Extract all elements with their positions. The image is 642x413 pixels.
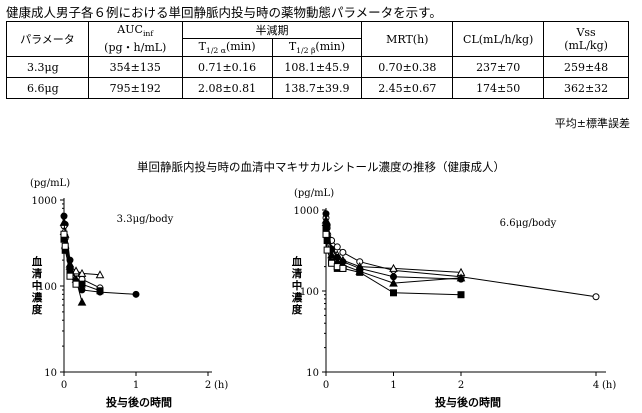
header-vss: Vss (mL/kg) — [543, 21, 629, 57]
data-point-square-filled — [356, 268, 364, 276]
data-point-triangle-filled — [77, 297, 87, 306]
x-tick-label: 2 — [458, 380, 464, 391]
data-point-square-open — [322, 230, 330, 238]
data-point-circle-open — [339, 248, 347, 256]
table-note: 平均±標準誤差 — [554, 117, 630, 130]
data-point-square-filled — [96, 287, 104, 295]
x-tick-label: 1 — [390, 380, 396, 391]
x-axis-label: 投与後の時間 — [435, 395, 501, 409]
x-tick-label: 1 — [133, 380, 139, 391]
x-unit-label: (h) — [214, 380, 228, 391]
data-point-triangle-filled — [321, 215, 331, 224]
y-axis-label-char: 清 — [32, 267, 43, 280]
y-axis-label-char: 濃 — [292, 291, 303, 304]
x-tick-label: 2 — [205, 380, 211, 391]
y-unit-label: (pg/mL) — [30, 178, 70, 189]
data-point-square-filled — [323, 237, 331, 245]
data-point-square-filled — [322, 224, 330, 232]
y-unit-label: (pg/mL) — [294, 188, 334, 199]
header-t-beta: T1/2 β(min) — [271, 38, 363, 57]
pk-parameter-table: パラメータ AUCinf (pg・h/mL) 半減期 MRT(h) CL(mL/… — [6, 21, 629, 99]
header-param: パラメータ — [6, 21, 89, 57]
y-axis-label-char: 度 — [32, 303, 43, 316]
y-axis-label-char: 中 — [32, 279, 43, 292]
data-point-circle-open — [333, 243, 341, 251]
data-point-square-open — [323, 246, 331, 254]
y-tick-label: 1000 — [32, 196, 57, 207]
data-point-square-open — [66, 272, 74, 280]
data-point-triangle-open — [77, 268, 87, 277]
panel-title: 6.6μg/body — [500, 218, 557, 229]
x-tick-label: 0 — [323, 380, 329, 391]
header-cl: CL(mL/h/kg) — [452, 21, 545, 57]
y-axis-label-char: 濃 — [32, 291, 43, 304]
y-tick-label: 1000 — [294, 206, 319, 217]
y-tick-label: 10 — [306, 368, 319, 379]
data-point-circle-open — [592, 293, 600, 301]
x-tick-label: 4 — [593, 380, 599, 391]
data-point-square-filled — [390, 289, 397, 297]
data-point-square-open — [72, 280, 80, 288]
chart-title: 単回静脈内投与時の血清中マキサカルシトール濃度の推移（健康成人） — [137, 160, 505, 174]
data-point-triangle-open — [95, 270, 105, 279]
data-point-square-open — [60, 230, 68, 238]
data-point-square-filled — [457, 291, 465, 299]
x-axis-label: 投与後の時間 — [106, 395, 172, 409]
header-mrt: MRT(h) — [361, 21, 454, 57]
data-point-square-open — [339, 264, 347, 272]
data-point-triangle-filled — [389, 278, 398, 287]
data-point-circle-filled — [78, 286, 86, 294]
data-point-triangle-filled — [59, 217, 69, 226]
y-axis-label-char: 度 — [292, 303, 303, 316]
y-axis-label-char: 血 — [32, 255, 43, 268]
table-row: 6.6μg 795±192 2.08±0.81 138.7±39.9 2.45±… — [6, 77, 629, 99]
data-point-triangle-open — [389, 263, 398, 272]
data-point-square-open — [61, 242, 69, 250]
series-line-square-open — [63, 234, 77, 285]
data-point-triangle-filled — [456, 273, 466, 282]
series-line-circle-open — [325, 217, 597, 298]
data-point-circle-filled — [132, 290, 140, 298]
y-tick-label: 10 — [44, 368, 57, 379]
data-point-square-open — [328, 259, 336, 267]
x-unit-label: (h) — [602, 380, 616, 391]
y-tick-label: 100 — [38, 282, 57, 293]
y-axis-label-char: 中 — [292, 279, 303, 292]
panel-title: 3.3μg/body — [117, 214, 174, 225]
y-axis-label-char: 血 — [292, 255, 303, 268]
y-tick-label: 100 — [300, 287, 319, 298]
data-point-triangle-open — [71, 266, 81, 275]
header-auc: AUCinf (pg・h/mL) — [87, 21, 183, 57]
data-point-square-open — [333, 263, 341, 271]
intro-text: 健康成人男子各６例における単回静脈内投与時の薬物動態パラメータを示す。 — [6, 5, 442, 20]
x-tick-label: 0 — [61, 380, 67, 391]
y-axis-label-char: 清 — [292, 267, 303, 280]
